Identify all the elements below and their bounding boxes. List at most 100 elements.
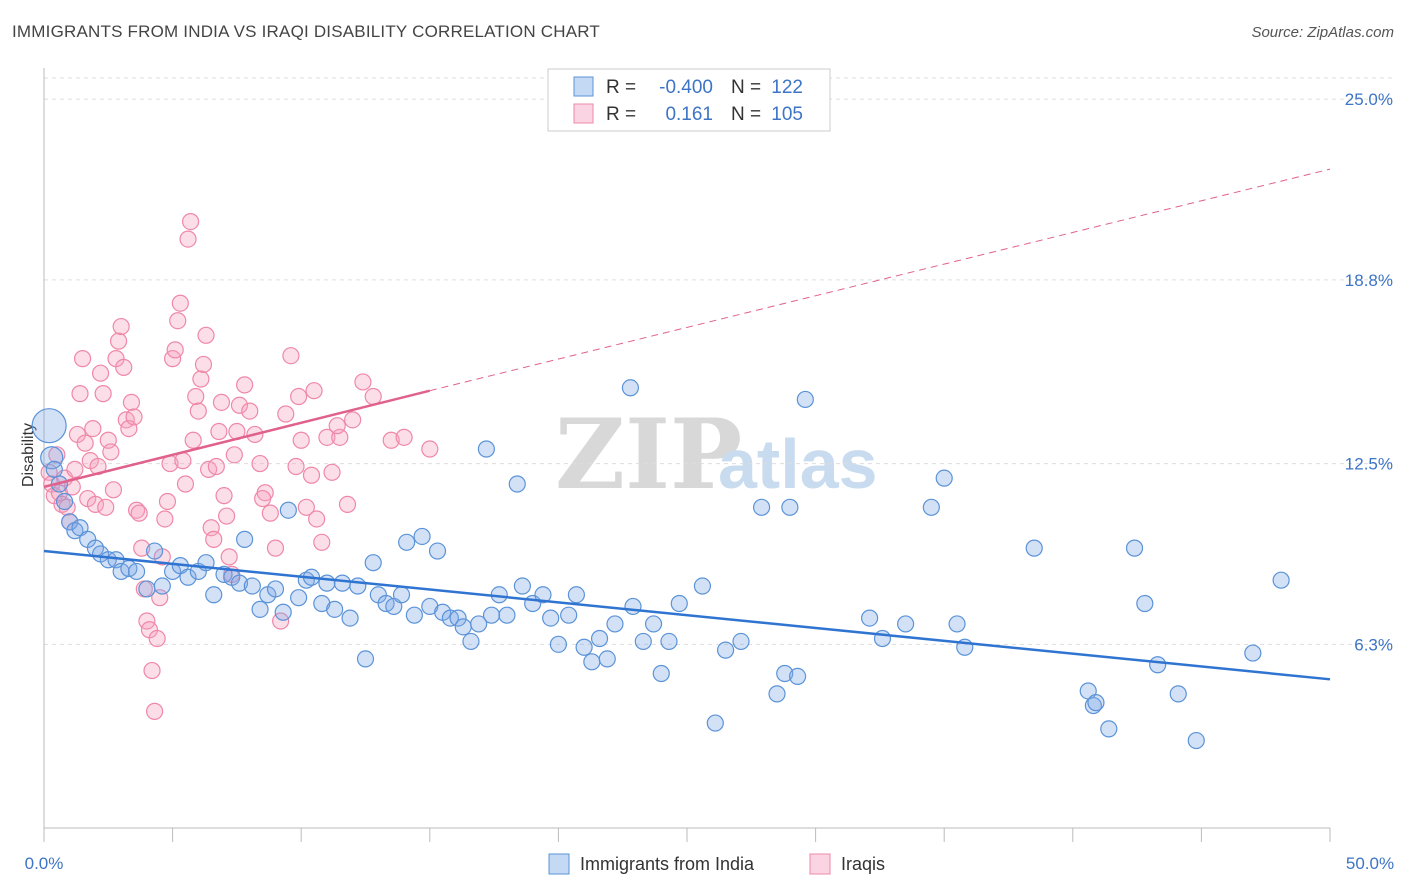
iraqi-point	[354, 373, 372, 391]
india-point	[590, 629, 609, 648]
india-point	[153, 577, 171, 595]
iraqi-point	[328, 417, 346, 435]
india-point	[1087, 694, 1105, 712]
y-tick-label: 6.3%	[1354, 635, 1393, 654]
legend-r-value-india: -0.400	[659, 77, 713, 98]
bottom-legend-swatch-iraqi	[809, 853, 831, 875]
iraqi-point	[189, 402, 207, 420]
india-point	[55, 492, 74, 511]
india-point	[251, 600, 269, 618]
bottom-legend-swatch-india	[548, 853, 570, 875]
india-point	[1149, 656, 1167, 674]
iraqi-point	[133, 539, 151, 557]
iraqi-point	[182, 213, 200, 231]
x-axis-ticks	[43, 828, 1331, 842]
iraqi-point	[421, 440, 439, 458]
y-tick-label: 25.0%	[1345, 90, 1393, 109]
iraqi-point	[308, 510, 326, 528]
iraqi-point	[97, 498, 115, 516]
iraqi-points-group	[40, 213, 439, 720]
iraqi-point	[171, 294, 189, 312]
iraqi-point	[210, 422, 228, 441]
series-legend: Immigrants from India Iraqis	[548, 853, 885, 875]
iraqi-point	[102, 443, 120, 461]
india-point	[364, 554, 382, 572]
iraqi-point	[86, 495, 105, 513]
india-point	[542, 609, 560, 627]
iraqi-point	[71, 385, 89, 403]
india-point	[861, 609, 879, 627]
india-point	[66, 522, 84, 540]
iraqi-point	[225, 446, 243, 464]
india-point	[392, 586, 411, 604]
india-point	[61, 513, 79, 531]
iraqi-point	[277, 405, 295, 423]
india-point	[706, 714, 724, 732]
india-point	[796, 390, 814, 409]
bottom-legend-label-iraqi: Iraqis	[841, 854, 885, 874]
iraqi-point	[241, 402, 259, 420]
india-point	[236, 530, 254, 548]
india-point	[449, 609, 467, 627]
iraqi-trend-extension	[429, 168, 1331, 392]
india-point	[290, 589, 308, 607]
iraqi-point	[230, 396, 249, 414]
iraqi-point	[287, 457, 305, 476]
india-point	[1169, 685, 1187, 703]
iraqi-point	[104, 481, 123, 499]
legend-n-value-india: 122	[771, 77, 803, 98]
iraqi-point	[197, 326, 215, 344]
iraqi-point	[166, 341, 184, 359]
india-point	[1084, 696, 1102, 715]
x-tick-label-max: 50.0%	[1346, 854, 1394, 873]
iraqi-point	[207, 457, 225, 476]
iraqi-point	[323, 463, 341, 481]
india-point	[428, 542, 447, 560]
india-point	[145, 542, 164, 560]
iraqi-point	[91, 364, 110, 382]
india-point	[40, 446, 64, 470]
india-point	[583, 653, 601, 671]
india-point	[660, 632, 678, 651]
india-trend-line	[43, 549, 1331, 681]
india-point	[179, 568, 197, 586]
iraqi-point	[236, 376, 254, 394]
iraqi-point	[143, 661, 161, 680]
india-point	[1136, 594, 1154, 613]
india-point	[413, 527, 431, 546]
india-point	[477, 440, 495, 458]
iraqi-point	[318, 428, 336, 446]
india-point	[243, 577, 261, 595]
y-axis-label: Disability	[20, 423, 37, 487]
iraqi-point	[313, 533, 331, 551]
india-point	[462, 632, 480, 651]
india-point	[513, 577, 531, 595]
iraqi-point	[53, 495, 71, 513]
iraqi-point	[179, 230, 197, 248]
iraqi-point	[127, 501, 146, 519]
india-point	[1100, 720, 1118, 738]
iraqi-point	[344, 411, 362, 429]
india-point	[606, 615, 624, 633]
india-point	[279, 501, 297, 519]
iraqi-point	[292, 431, 310, 449]
india-point	[230, 574, 249, 592]
india-point	[405, 606, 423, 624]
iraqi-point	[94, 385, 112, 403]
legend-n-value-iraqi: 105	[771, 104, 803, 125]
india-point	[356, 650, 375, 668]
watermark: ZIP atlas	[555, 398, 878, 511]
legend-r-value-iraqi: 0.161	[665, 104, 713, 125]
india-point	[534, 586, 552, 604]
india-point	[776, 664, 794, 683]
iraqi-point	[302, 466, 321, 484]
trend-lines	[43, 168, 1331, 681]
india-point	[549, 635, 568, 653]
india-point	[1244, 644, 1262, 662]
iraqi-point	[66, 460, 84, 479]
india-point	[274, 603, 292, 621]
india-point	[482, 606, 501, 624]
x-tick-label-min: 0.0%	[25, 854, 64, 873]
iraqi-point	[187, 387, 205, 406]
iraqi-trend-line	[43, 389, 431, 489]
